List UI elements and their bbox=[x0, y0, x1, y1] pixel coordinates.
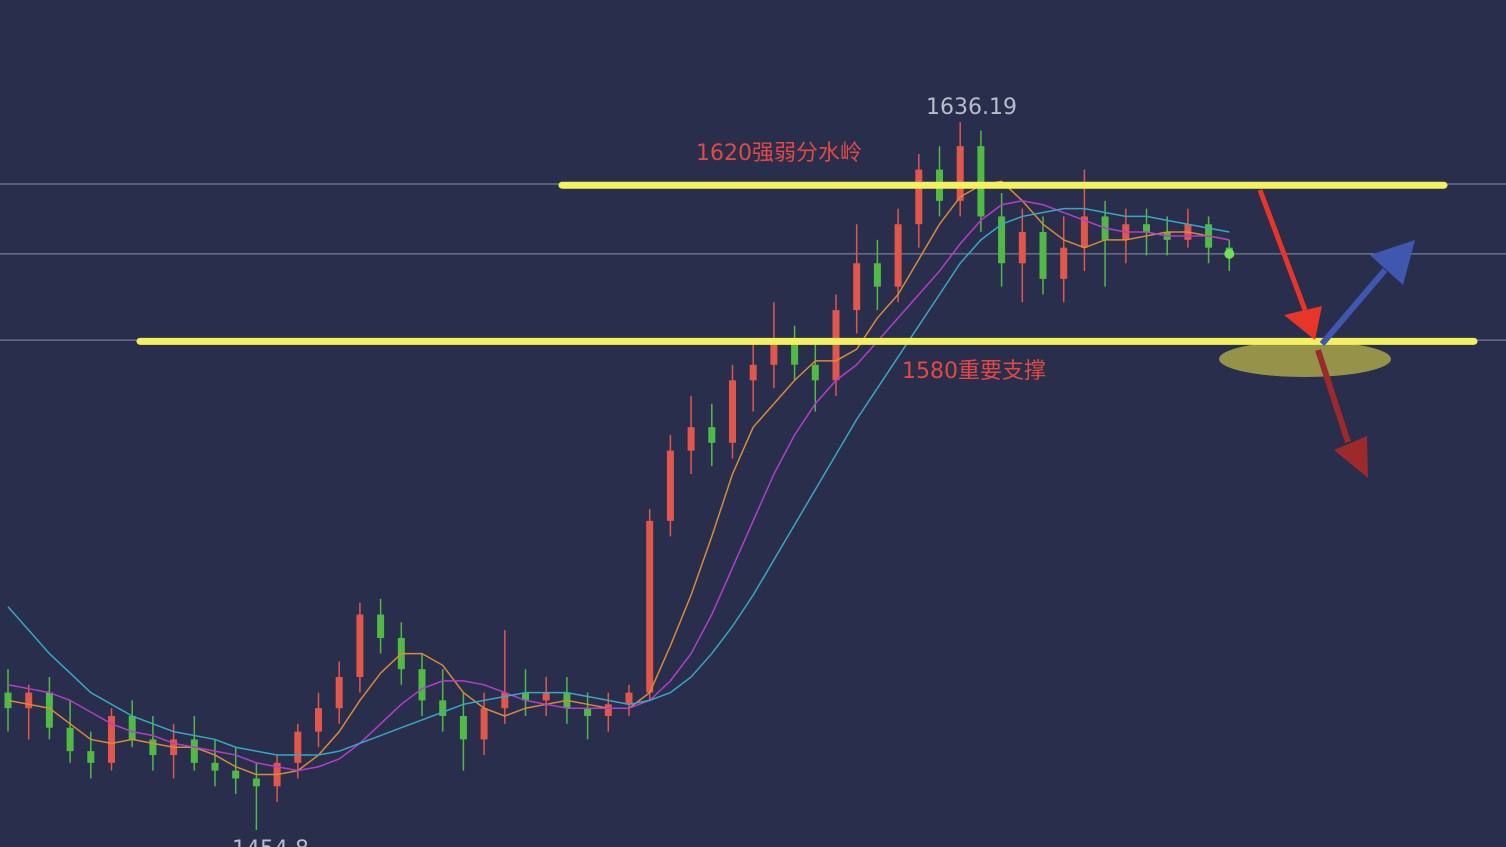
candle-body bbox=[977, 146, 985, 217]
arrow-down-first bbox=[1257, 189, 1322, 340]
candle-body bbox=[522, 692, 529, 701]
candle-body bbox=[770, 341, 778, 365]
candle-body bbox=[418, 669, 426, 701]
candle-body bbox=[584, 708, 592, 717]
candle-body bbox=[791, 341, 799, 365]
candle-body bbox=[459, 716, 467, 740]
candle-body bbox=[873, 263, 881, 287]
candle-body bbox=[687, 427, 695, 451]
candle-body bbox=[729, 380, 736, 443]
arrow-up bbox=[1319, 240, 1415, 346]
candle-body bbox=[356, 614, 364, 677]
moving-average bbox=[7, 200, 1230, 772]
candle-body bbox=[294, 731, 302, 763]
candle-body bbox=[1039, 232, 1047, 279]
last-price-dot bbox=[1224, 248, 1235, 259]
candle-body bbox=[25, 692, 33, 709]
candle-body bbox=[66, 727, 74, 752]
candle-body bbox=[1143, 224, 1150, 233]
annotation: 1580重要支撑 bbox=[902, 359, 1046, 384]
candle-body bbox=[1018, 232, 1026, 264]
candle-body bbox=[480, 708, 488, 740]
candle-body bbox=[439, 700, 447, 717]
candle-body bbox=[149, 739, 157, 756]
candle-body bbox=[832, 310, 840, 381]
candle-body bbox=[45, 692, 53, 728]
high-label: 1636.19 bbox=[926, 95, 1017, 120]
candle-body bbox=[604, 704, 612, 717]
candle-body bbox=[87, 751, 95, 763]
candle-body bbox=[211, 762, 219, 771]
candle-body bbox=[708, 427, 716, 443]
candle-body bbox=[915, 169, 923, 225]
candle-body bbox=[625, 692, 633, 705]
candle-body bbox=[1060, 247, 1068, 279]
candle-body bbox=[377, 614, 385, 638]
candle-body bbox=[998, 216, 1006, 264]
candle-body bbox=[894, 224, 902, 287]
candle-body bbox=[108, 716, 115, 763]
moving-average bbox=[7, 207, 1230, 756]
candle-body bbox=[335, 676, 343, 709]
support-zone bbox=[1219, 341, 1391, 377]
candle-body bbox=[853, 263, 861, 311]
candle-body bbox=[542, 692, 550, 701]
candle-body bbox=[666, 450, 674, 521]
candle-body bbox=[315, 708, 322, 732]
annotation: 1620强弱分水岭 bbox=[696, 141, 862, 166]
arrow-down bbox=[1315, 349, 1368, 478]
candle-body bbox=[190, 739, 198, 763]
candle-body bbox=[811, 364, 819, 381]
candle-body bbox=[749, 364, 757, 381]
low-label: 1454.8 bbox=[232, 837, 309, 847]
candle-body bbox=[501, 692, 509, 709]
candle-body bbox=[232, 770, 240, 779]
candle-body bbox=[646, 520, 654, 693]
candle-body bbox=[1080, 216, 1088, 248]
candle-body bbox=[252, 778, 260, 787]
candle-body bbox=[128, 716, 136, 740]
candle-body bbox=[956, 146, 964, 201]
